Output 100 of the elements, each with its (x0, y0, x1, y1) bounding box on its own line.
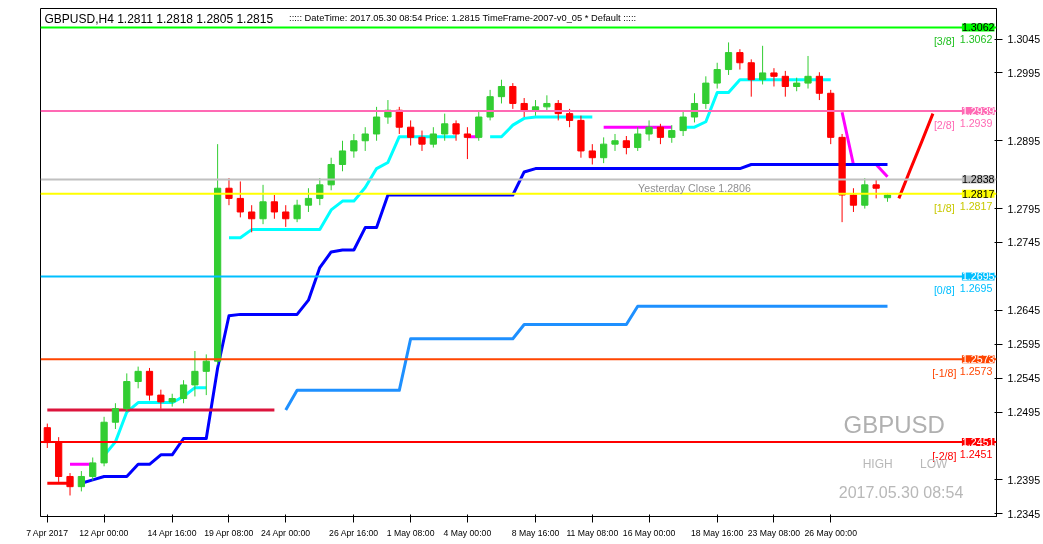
x-tick-label: 14 Apr 16:00 (147, 527, 197, 538)
annotation: 2017.05.30 08:54 (838, 484, 964, 502)
annotation: [0/8] (933, 284, 955, 297)
candlestick (145, 367, 154, 402)
candlestick (656, 123, 665, 145)
y-tick-label: 1.2545 (1007, 372, 1041, 385)
x-tick-label: 18 May 16:00 (690, 527, 744, 538)
candlestick (236, 180, 244, 218)
ref-line-label: 1.2817 (961, 187, 995, 200)
candlestick (338, 140, 347, 172)
candlestick (724, 41, 733, 76)
ref-line-label: 1.2838 (961, 173, 995, 186)
annotation: 1.2817 (959, 199, 993, 212)
y-tick-label: 1.2395 (1007, 473, 1041, 486)
y-tick-label: 1.2595 (1007, 338, 1041, 351)
x-tick-label: 24 Apr 00:00 (260, 527, 311, 538)
candlestick (441, 113, 449, 142)
annotation: 1.2939 (959, 116, 993, 129)
candlestick (611, 133, 619, 152)
annotation: HIGH (862, 456, 893, 471)
annotation: [3/8] (933, 35, 955, 48)
candlestick (350, 133, 358, 159)
ref-line-label: 1.2573 (961, 353, 995, 366)
candlestick (770, 67, 778, 87)
candlestick (77, 470, 85, 492)
annotation: Yesterday Close 1.2806 (638, 182, 751, 195)
candlestick (179, 379, 188, 404)
candlestick (452, 119, 460, 142)
candlestick (157, 389, 165, 410)
candlestick (736, 48, 744, 71)
y-tick-label: 1.2495 (1007, 406, 1041, 419)
candlestick (429, 126, 437, 149)
candlestick (486, 89, 494, 121)
candlestick (293, 199, 301, 223)
y-tick-label: 1.2895 (1007, 134, 1041, 147)
candlestick (327, 157, 335, 191)
x-tick-label: 7 Apr 2017 (26, 527, 69, 538)
x-tick-label: 8 May 16:00 (511, 527, 560, 538)
candlestick (645, 119, 653, 142)
candlestick (270, 194, 279, 220)
candlestick (849, 187, 858, 213)
annotation: 1.2451 (959, 447, 993, 460)
candlestick (248, 204, 256, 233)
candlestick (372, 106, 381, 142)
x-tick-label: 12 Apr 00:00 (79, 527, 129, 538)
x-tick-label: 19 Apr 08:00 (204, 527, 254, 538)
candlestick (361, 126, 369, 152)
candlestick (520, 97, 528, 118)
candlestick (418, 130, 426, 152)
candlestick (702, 75, 710, 110)
annotation: 1.2573 (959, 365, 993, 378)
candlestick (282, 204, 290, 228)
y-tick-label: 1.2795 (1007, 202, 1041, 215)
candlestick (304, 187, 313, 213)
chart-title: GBPUSD,H4 1.2811 1.2818 1.2805 1.2815 (44, 11, 274, 26)
x-tick-label: 16 May 00:00 (622, 527, 676, 538)
candlestick (509, 82, 517, 110)
annotation: 1.2695 (959, 282, 993, 295)
ref-line-label: 1.3062 (961, 21, 995, 34)
candlestick (747, 58, 755, 98)
candlestick (588, 143, 596, 165)
annotation: 1.3062 (959, 33, 993, 46)
annotation: GBPUSD (843, 410, 945, 438)
annotation: [-1/8] (932, 367, 957, 380)
y-tick-label: 1.2745 (1007, 236, 1041, 249)
candlestick (872, 178, 880, 199)
candlestick (758, 45, 767, 85)
candlestick (543, 94, 551, 113)
candlestick (565, 108, 574, 128)
candlestick (861, 177, 869, 210)
ref-line-label: 1.2451 (961, 435, 995, 448)
x-tick-label: 1 May 08:00 (386, 527, 435, 538)
candlestick (89, 456, 97, 482)
y-tick-label: 1.3045 (1007, 33, 1041, 46)
candlestick (815, 71, 823, 101)
ref-line-label: 1.2939 (961, 104, 995, 117)
y-tick-label: 1.2645 (1007, 304, 1041, 317)
candlestick (634, 126, 642, 152)
y-tick-label: 1.2995 (1007, 66, 1041, 79)
candlestick (259, 184, 267, 225)
line-series (897, 112, 935, 200)
y-tick-label: 1.2345 (1007, 507, 1041, 520)
ref-line-label: 1.2695 (961, 270, 995, 283)
candlestick (713, 62, 721, 90)
candlestick (134, 366, 142, 389)
line-series (284, 304, 889, 412)
candlestick (622, 135, 630, 155)
candlestick (463, 126, 472, 160)
chart-subtitle: ::::: DateTime: 2017.05.30 08:54 Price: 1.2815 TimeFrame-2007-v0_05 * Default ::::: (289, 12, 637, 23)
candlestick (804, 55, 812, 90)
annotation: [2/8] (933, 118, 955, 131)
candlestick (475, 109, 483, 142)
candlestick (202, 353, 210, 396)
candlestick (497, 79, 506, 104)
x-tick-label: 26 May 00:00 (804, 527, 858, 538)
x-tick-label: 26 Apr 16:00 (329, 527, 379, 538)
candlestick (407, 119, 415, 146)
candlestick (191, 350, 199, 397)
x-tick-label: 23 May 08:00 (747, 527, 801, 538)
x-tick-label: 11 May 08:00 (566, 527, 619, 538)
